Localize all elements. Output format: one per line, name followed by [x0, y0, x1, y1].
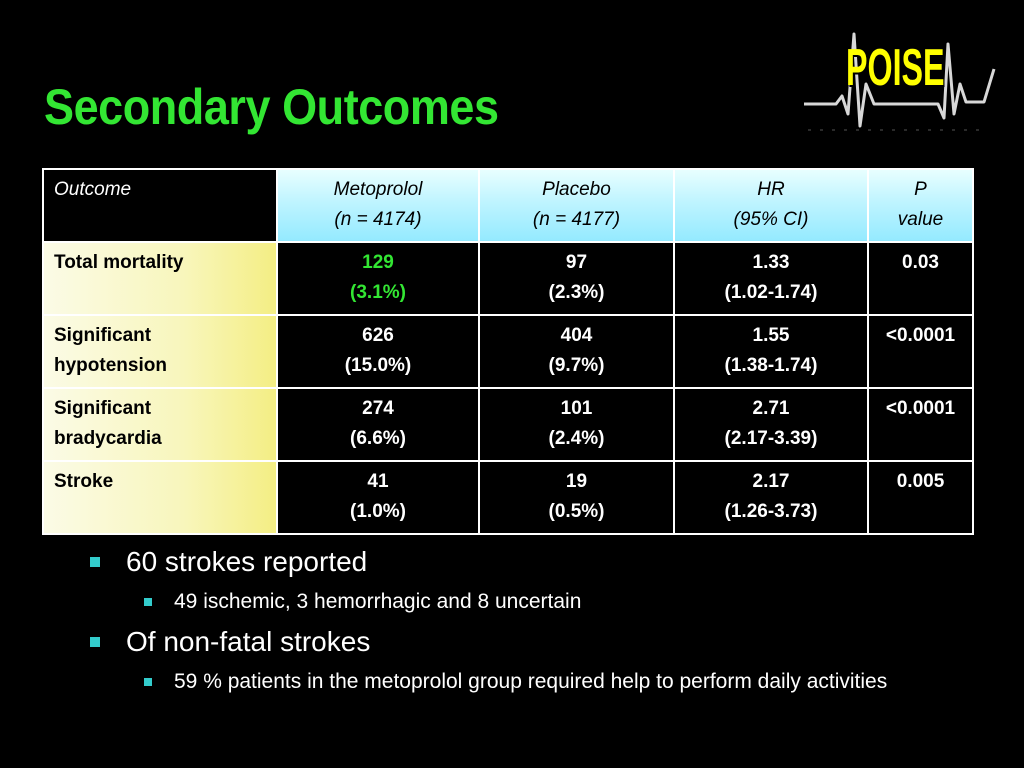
header-label: HR [757, 179, 785, 200]
row-label-text: hypotension [54, 355, 167, 376]
cell-count: 19 [565, 471, 588, 492]
cell-placebo: 404 (9.7%) [478, 314, 675, 389]
cell-p-value: 0.03 [867, 241, 974, 316]
square-bullet-icon [90, 557, 100, 567]
logo-text: POISE [846, 39, 945, 97]
table-row: Stroke 41 (1.0%) 19 (0.5%) 2.17 (1.26-3.… [42, 460, 974, 535]
cell-hr-value: 1.33 [752, 252, 790, 273]
row-label-significant-bradycardia: Significant bradycardia [42, 387, 278, 462]
cell-p-value: 0.005 [867, 460, 974, 535]
cell-percent: (3.1%) [350, 282, 406, 303]
cell-percent: (9.7%) [548, 355, 605, 376]
cell-percent: (0.5%) [548, 501, 605, 522]
cell-percent: (2.4%) [548, 428, 605, 449]
header-sublabel: value [897, 209, 944, 230]
cell-hr-ci: (1.38-1.74) [724, 355, 818, 376]
cell-percent: (6.6%) [350, 428, 406, 449]
cell-hr-value: 1.55 [752, 325, 790, 346]
cell-p-value: <0.0001 [867, 314, 974, 389]
cell-metoprolol: 41 (1.0%) [276, 460, 480, 535]
header-sublabel: (n = 4177) [532, 209, 621, 230]
sub-bullet-item: 59 % patients in the metoprolol group re… [142, 667, 988, 697]
header-placebo: Placebo (n = 4177) [478, 168, 675, 243]
row-label-text: bradycardia [54, 428, 162, 449]
cell-hr: 2.71 (2.17-3.39) [673, 387, 869, 462]
cell-hr: 2.17 (1.26-3.73) [673, 460, 869, 535]
cell-metoprolol: 129 (3.1%) [276, 241, 480, 316]
cell-hr-ci: (2.17-3.39) [724, 428, 818, 449]
cell-placebo: 97 (2.3%) [478, 241, 675, 316]
sub-bullet-item: 49 ischemic, 3 hemorrhagic and 8 uncerta… [142, 587, 988, 617]
row-label-text: Significant [54, 325, 152, 346]
cell-hr-value: 2.17 [752, 471, 790, 492]
row-label-total-mortality: Total mortality [42, 241, 278, 316]
sub-bullet-text: 49 ischemic, 3 hemorrhagic and 8 uncerta… [174, 590, 582, 613]
header-label: Metoprolol [333, 179, 423, 200]
table-header-row: Outcome Metoprolol (n = 4174) Placebo (n… [42, 168, 974, 243]
bullet-item: 60 strokes reported [88, 545, 988, 579]
header-label: Outcome [54, 179, 132, 200]
table-row: Significant bradycardia 274 (6.6%) 101 (… [42, 387, 974, 462]
cell-percent: (2.3%) [548, 282, 605, 303]
header-label: Placebo [542, 179, 611, 200]
row-label-text: Stroke [54, 471, 114, 492]
sub-bullet-text: 59 % patients in the metoprolol group re… [174, 670, 888, 693]
cell-placebo: 101 (2.4%) [478, 387, 675, 462]
header-p-value: P value [867, 168, 974, 243]
slide-title: Secondary Outcomes [44, 79, 499, 135]
cell-count: 101 [560, 398, 593, 419]
ecg-trace-icon [804, 32, 996, 131]
bullet-list: 60 strokes reported 49 ischemic, 3 hemor… [88, 545, 988, 705]
poise-logo: POISE [798, 14, 998, 144]
cell-count: 404 [560, 325, 593, 346]
table-row: Total mortality 129 (3.1%) 97 (2.3%) 1.3… [42, 241, 974, 316]
cell-count: 97 [565, 252, 588, 273]
bullet-item: Of non-fatal strokes [88, 625, 988, 659]
cell-hr-ci: (1.02-1.74) [724, 282, 818, 303]
bullet-text: 60 strokes reported [126, 546, 368, 577]
cell-percent: (15.0%) [344, 355, 412, 376]
cell-hr-value: 2.71 [752, 398, 790, 419]
header-sublabel: (n = 4174) [334, 209, 422, 230]
header-hr: HR (95% CI) [673, 168, 869, 243]
row-label-text: Total mortality [54, 252, 184, 273]
square-bullet-icon [144, 678, 152, 686]
header-label: P [914, 179, 927, 200]
cell-p-value: <0.0001 [867, 387, 974, 462]
cell-hr-ci: (1.26-3.73) [724, 501, 818, 522]
cell-placebo: 19 (0.5%) [478, 460, 675, 535]
cell-metoprolol: 274 (6.6%) [276, 387, 480, 462]
row-label-stroke: Stroke [42, 460, 278, 535]
bullet-text: Of non-fatal strokes [126, 626, 371, 657]
cell-metoprolol: 626 (15.0%) [276, 314, 480, 389]
cell-count: 129 [362, 252, 394, 273]
row-label-significant-hypotension: Significant hypotension [42, 314, 278, 389]
cell-hr: 1.33 (1.02-1.74) [673, 241, 869, 316]
square-bullet-icon [144, 598, 152, 606]
outcomes-table: Outcome Metoprolol (n = 4174) Placebo (n… [42, 168, 974, 535]
cell-count: 626 [362, 325, 394, 346]
cell-percent: (1.0%) [350, 501, 406, 522]
header-metoprolol: Metoprolol (n = 4174) [276, 168, 480, 243]
row-label-text: Significant [54, 398, 152, 419]
header-sublabel: (95% CI) [733, 209, 809, 230]
cell-count: 41 [367, 471, 389, 492]
table-row: Significant hypotension 626 (15.0%) 404 … [42, 314, 974, 389]
square-bullet-icon [90, 637, 100, 647]
cell-count: 274 [362, 398, 394, 419]
header-outcome: Outcome [42, 168, 278, 243]
cell-hr: 1.55 (1.38-1.74) [673, 314, 869, 389]
